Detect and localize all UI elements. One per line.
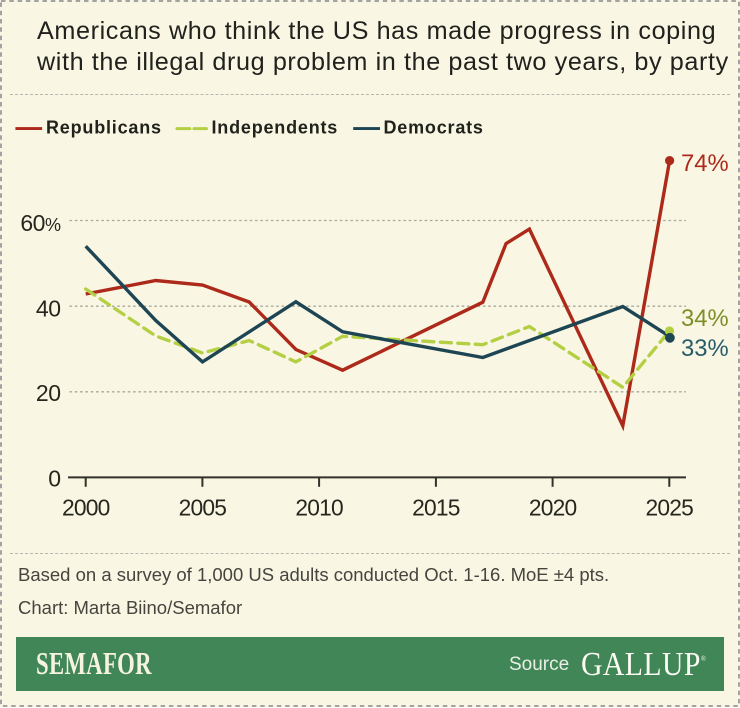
svg-text:2010: 2010: [295, 495, 343, 521]
svg-text:40: 40: [36, 295, 61, 321]
svg-text:2015: 2015: [412, 495, 460, 521]
svg-text:2005: 2005: [179, 495, 227, 521]
svg-text:20: 20: [36, 380, 61, 406]
svg-text:2020: 2020: [529, 495, 577, 521]
svg-text:60%: 60%: [20, 210, 61, 236]
svg-text:34%: 34%: [681, 305, 729, 332]
svg-text:74%: 74%: [681, 150, 729, 177]
svg-text:0: 0: [48, 465, 60, 491]
svg-text:2000: 2000: [62, 495, 110, 521]
svg-text:2025: 2025: [646, 495, 694, 521]
svg-text:33%: 33%: [681, 335, 729, 362]
svg-text:Independents: Independents: [212, 117, 339, 137]
svg-text:Democrats: Democrats: [384, 117, 484, 137]
svg-text:Republicans: Republicans: [46, 117, 162, 137]
